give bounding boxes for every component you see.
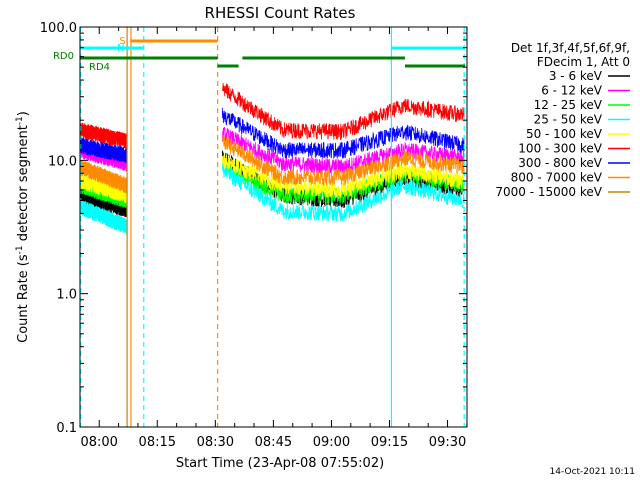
series-line-5-post xyxy=(221,83,465,140)
series-line-4-pre xyxy=(80,174,128,204)
legend-label-6: 300 - 800 keV xyxy=(518,156,602,170)
y-axis-label: Count Rate (s-1 detector segment-1) xyxy=(15,111,31,343)
y-axis-label-end: ) xyxy=(16,111,31,116)
legend-header-line2: FDecim 1, Att 0 xyxy=(537,55,630,69)
legend: Det 1f,3f,4f,5f,6f,9f, FDecim 1, Att 0 3… xyxy=(495,41,630,199)
legend-label-0: 3 - 6 keV xyxy=(549,69,603,83)
series-line-6-pre xyxy=(80,137,128,164)
y-tick-label: 0.1 xyxy=(56,421,77,436)
x-tick-label: 09:00 xyxy=(313,435,350,450)
series-line-6-post xyxy=(221,107,465,160)
legend-label-1: 6 - 12 keV xyxy=(541,84,603,98)
legend-label-8: 7000 - 15000 keV xyxy=(495,185,602,199)
x-tick-label: 09:15 xyxy=(371,435,408,450)
flag-label-7: RD4 xyxy=(89,62,110,73)
legend-label-5: 100 - 300 keV xyxy=(518,142,602,156)
legend-label-7: 800 - 7000 keV xyxy=(511,171,603,185)
plot-frame xyxy=(79,26,468,428)
x-tick-label: 08:45 xyxy=(255,435,292,450)
y-axis-label-main: Count Rate (s xyxy=(16,254,31,343)
series-line-4-post xyxy=(221,153,465,198)
x-tick-label: 08:30 xyxy=(197,435,234,450)
y-tick-label: 10.0 xyxy=(48,154,77,169)
series-line-3-pre xyxy=(80,199,128,235)
plot-data-layer: SN RD0 RD4 xyxy=(53,27,465,427)
series-line-7-post xyxy=(221,135,465,186)
x-tick-label: 09:30 xyxy=(429,435,466,450)
legend-label-2: 12 - 25 keV xyxy=(534,98,603,112)
series-line-7-pre xyxy=(80,159,128,194)
flag-label-3: RD0 xyxy=(53,51,74,62)
y-axis-label-tail: detector segment xyxy=(16,125,31,245)
flag-label-0: S xyxy=(119,36,125,47)
series-line-3-post xyxy=(221,163,465,222)
series-line-5-pre xyxy=(80,122,128,149)
flag-label-1: N xyxy=(117,43,124,54)
legend-header-line1: Det 1f,3f,4f,5f,6f,9f, xyxy=(511,41,630,55)
x-tick-label: 08:15 xyxy=(139,435,176,450)
y-axis-label-exp1: -1 xyxy=(15,245,25,254)
y-tick-label: 1.0 xyxy=(56,288,77,303)
chart-title: RHESSI Count Rates xyxy=(205,4,356,22)
timestamp: 14-Oct-2021 10:11 xyxy=(550,467,635,477)
y-axis-label-exp2: -1 xyxy=(15,116,25,125)
x-axis-label: Start Time (23-Apr-08 07:55:02) xyxy=(176,456,384,471)
legend-label-4: 50 - 100 keV xyxy=(526,127,603,141)
series-line-1-post xyxy=(221,127,465,175)
y-tick-label: 100.0 xyxy=(40,21,77,36)
x-tick-label: 08:00 xyxy=(80,435,117,450)
y-axis: 0.1 1.0 10.0 100.0 xyxy=(40,21,467,436)
x-axis: 08:00 08:15 08:30 08:45 09:00 09:15 09:30 xyxy=(80,27,468,450)
legend-label-3: 25 - 50 keV xyxy=(534,113,603,127)
